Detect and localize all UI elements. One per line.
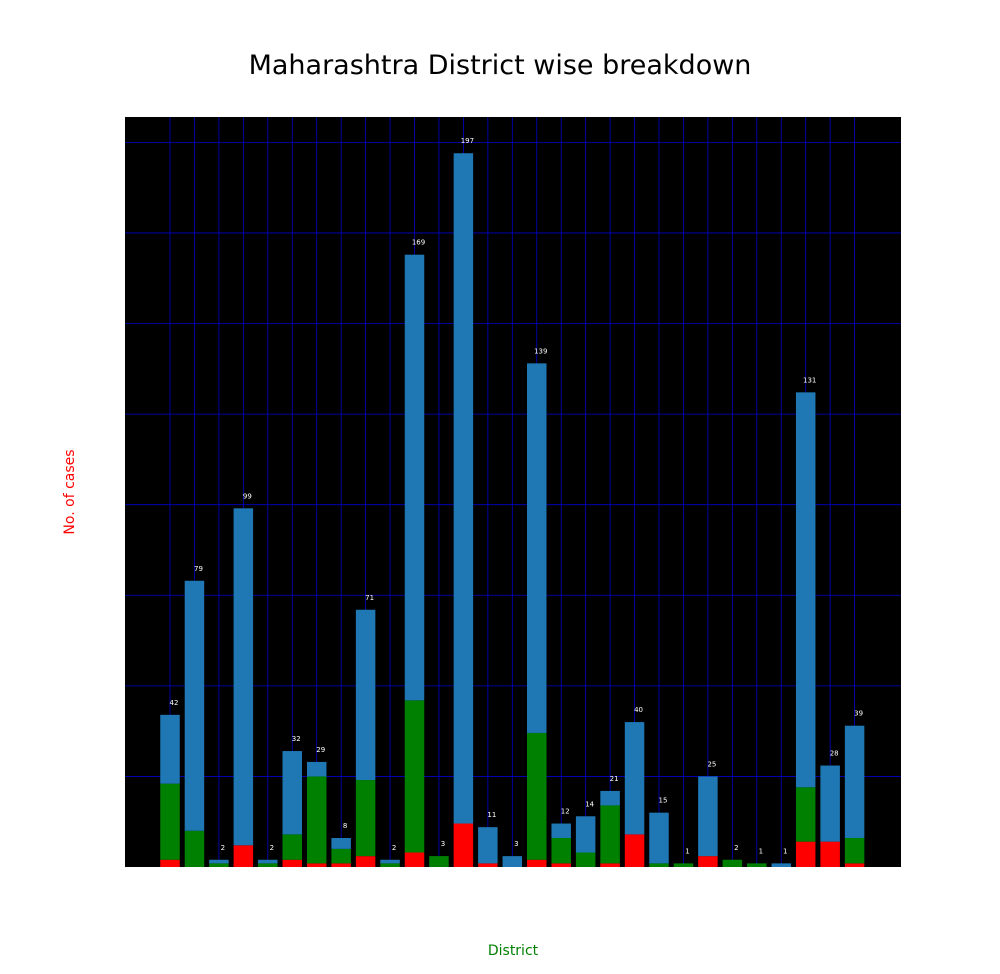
- bar-segment-series-2: [600, 805, 620, 864]
- bar-segment-series-2: [575, 852, 596, 867]
- bar-value-label: 39: [854, 710, 863, 718]
- bar-segment-series-3: [160, 714, 180, 784]
- bar-value-label: 197: [461, 137, 474, 145]
- bar-value-label: 2: [270, 844, 274, 852]
- bar-value-label: 42: [170, 699, 179, 707]
- bar-segment-series-3: [404, 254, 425, 701]
- bar-value-label: 131: [803, 376, 816, 384]
- bar-segment-series-1: [160, 859, 180, 867]
- bar-value-label: 169: [412, 239, 425, 247]
- bar-segment-series-3: [527, 363, 547, 733]
- bar-segment-series-1: [478, 863, 498, 867]
- bar-value-label: 32: [292, 735, 301, 743]
- bar-segment-series-1: [282, 859, 302, 867]
- bar-segment-series-2: [551, 838, 571, 864]
- bar-segment-series-2: [160, 783, 180, 860]
- bar-segment-series-1: [233, 845, 254, 867]
- bar-value-label: 99: [243, 492, 252, 500]
- bar-segment-series-2: [747, 863, 767, 867]
- bar-value-label: 11: [487, 811, 496, 819]
- bar-segment-series-2: [306, 776, 327, 864]
- bar-segment-series-1: [820, 841, 840, 867]
- bar-segment-series-3: [795, 392, 816, 788]
- bar-segment-series-1: [355, 856, 376, 867]
- bar-value-label: 8: [343, 822, 347, 830]
- bar-segment-series-2: [209, 863, 229, 867]
- bar-segment-series-1: [600, 863, 620, 867]
- plot-area: [125, 117, 901, 867]
- bar-segment-series-3: [600, 790, 620, 806]
- bar-segment-series-2: [844, 838, 865, 864]
- bar-value-label: 2: [734, 844, 738, 852]
- bar-value-label: 12: [561, 808, 570, 816]
- bars: [160, 153, 865, 867]
- bar-segment-series-3: [478, 827, 498, 864]
- bar-segment-series-2: [355, 780, 376, 857]
- bar-segment-series-1: [795, 841, 816, 867]
- bar-value-label: 3: [514, 840, 518, 848]
- x-axis-label: District: [487, 943, 539, 959]
- bar-segment-series-3: [453, 153, 474, 824]
- bar-segment-series-3: [698, 776, 718, 857]
- bar-segment-series-3: [649, 812, 669, 864]
- bar-segment-series-3: [355, 609, 376, 781]
- bar-value-label: 2: [221, 844, 225, 852]
- bar-segment-series-2: [282, 834, 302, 860]
- bar-segment-series-1: [527, 859, 547, 867]
- bar-segment-series-3: [575, 816, 596, 853]
- bar-segment-series-3: [380, 859, 400, 864]
- bar-segment-series-2: [527, 732, 547, 860]
- bar-segment-series-1: [551, 863, 571, 867]
- bar-segment-series-3: [258, 859, 278, 864]
- bar-segment-series-1: [844, 863, 865, 867]
- bar-labels: 4279299232298712169319711313912142140151…: [170, 137, 864, 855]
- bar-segment-series-3: [282, 751, 302, 835]
- bar-value-label: 1: [685, 847, 689, 855]
- bar-segment-series-2: [184, 830, 205, 867]
- bar-value-label: 25: [707, 760, 716, 768]
- bar-segment-series-2: [429, 856, 449, 867]
- bar-value-label: 3: [441, 840, 445, 848]
- bar-segment-series-1: [306, 863, 327, 867]
- bar-segment-series-2: [331, 848, 351, 864]
- bar-segment-series-3: [233, 508, 254, 846]
- bar-segment-series-3: [184, 580, 205, 831]
- bar-value-label: 28: [830, 750, 839, 758]
- bar-segment-series-2: [258, 863, 278, 867]
- bar-segment-series-1: [404, 852, 425, 867]
- bar-segment-series-3: [820, 765, 840, 842]
- bar-segment-series-2: [649, 863, 669, 867]
- chart-title: Maharashtra District wise breakdown: [248, 50, 752, 81]
- bar-value-label: 1: [783, 847, 787, 855]
- bar-value-label: 40: [634, 706, 643, 714]
- bar-segment-series-1: [624, 834, 645, 867]
- bar-segment-series-3: [551, 823, 571, 839]
- bar-segment-series-1: [698, 856, 718, 867]
- bar-segment-series-2: [673, 863, 694, 867]
- bar-segment-series-3: [502, 856, 523, 867]
- bar-segment-series-3: [624, 722, 645, 835]
- bar-segment-series-3: [209, 859, 229, 864]
- bar-value-label: 21: [610, 775, 619, 783]
- bar-value-label: 79: [194, 565, 203, 573]
- bar-segment-series-3: [771, 863, 791, 867]
- bar-value-label: 15: [659, 797, 668, 805]
- bar-value-label: 139: [534, 347, 547, 355]
- bar-segment-series-3: [844, 725, 865, 839]
- bar-value-label: 2: [392, 844, 396, 852]
- bar-segment-series-2: [380, 863, 400, 867]
- bar-segment-series-2: [404, 700, 425, 853]
- bar-value-label: 71: [365, 594, 374, 602]
- bar-value-label: 29: [316, 746, 325, 754]
- bar-value-label: 14: [585, 800, 594, 808]
- bar-segment-series-1: [453, 823, 474, 867]
- bar-segment-series-3: [331, 838, 351, 849]
- bar-segment-series-2: [722, 859, 743, 867]
- bar-segment-series-2: [795, 787, 816, 842]
- bar-segment-series-1: [331, 863, 351, 867]
- bar-value-label: 1: [759, 847, 763, 855]
- bar-segment-series-3: [306, 761, 327, 777]
